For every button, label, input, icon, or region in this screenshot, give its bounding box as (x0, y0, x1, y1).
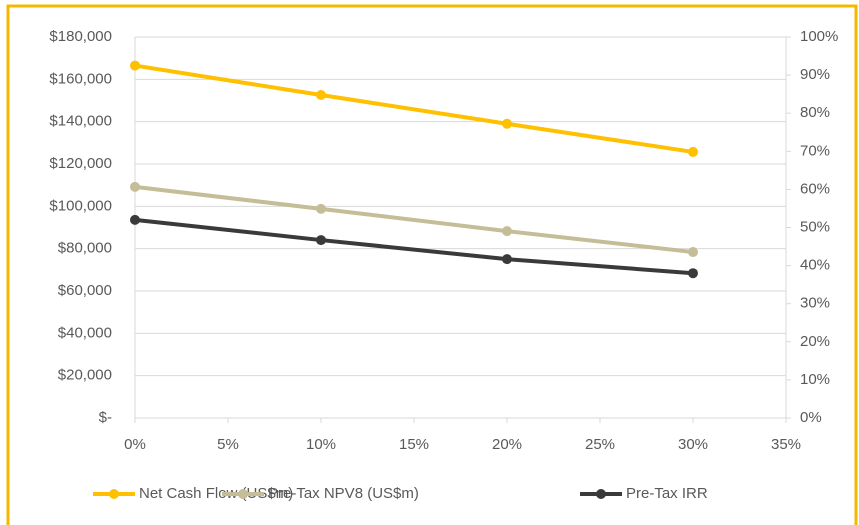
series-line (134, 63, 694, 154)
y2-tick-label: 10% (800, 371, 830, 388)
y-tick-label: $- (99, 409, 112, 426)
y-tick-label: $180,000 (49, 28, 112, 45)
chart-frame (6, 4, 858, 525)
series-line (134, 184, 694, 255)
legend-label: Net Cash Flow (US$m) (139, 485, 293, 502)
data-point (502, 254, 512, 265)
x-tick-label: 35% (771, 436, 801, 453)
y2-tick-label: 100% (800, 28, 838, 45)
legend-marker (596, 489, 606, 499)
y-tick-label: $100,000 (49, 197, 112, 214)
data-point (316, 89, 326, 100)
x-tick-label: 5% (217, 436, 239, 453)
x-tick-label: 15% (399, 436, 429, 453)
series-line (134, 217, 694, 276)
data-point (502, 226, 512, 237)
data-point (688, 146, 698, 157)
y-tick-label: $20,000 (58, 367, 112, 384)
y-tick-label: $140,000 (49, 113, 112, 130)
y-tick-label: $80,000 (58, 240, 112, 257)
data-point (688, 268, 698, 279)
y-tick-label: $120,000 (49, 155, 112, 172)
y2-tick-label: 0% (800, 409, 822, 426)
y2-tick-label: 30% (800, 295, 830, 312)
x-tick-label: 30% (678, 436, 708, 453)
data-point (316, 235, 326, 246)
y2-tick-label: 20% (800, 333, 830, 350)
legend-label: Pre-Tax NPV8 (US$m) (268, 485, 419, 502)
x-tick-label: 10% (306, 436, 336, 453)
y2-tick-label: 60% (800, 180, 830, 197)
y2-tick-label: 90% (800, 66, 830, 83)
x-tick-label: 20% (492, 436, 522, 453)
data-point (502, 118, 512, 129)
legend-marker (238, 489, 248, 499)
y-tick-label: $160,000 (49, 70, 112, 87)
data-point (130, 214, 140, 225)
x-tick-label: 25% (585, 436, 615, 453)
legend-label: Pre-Tax IRR (626, 485, 708, 502)
data-point (688, 247, 698, 258)
legend-marker (109, 489, 119, 499)
x-tick-label: 0% (124, 436, 146, 453)
y2-tick-label: 70% (800, 142, 830, 159)
y2-tick-label: 40% (800, 257, 830, 274)
y2-tick-label: 80% (800, 104, 830, 121)
data-point (130, 181, 140, 192)
y-tick-label: $60,000 (58, 282, 112, 299)
data-point (130, 60, 140, 71)
data-point (316, 203, 326, 214)
y2-tick-label: 50% (800, 218, 830, 235)
y-tick-label: $40,000 (58, 324, 112, 341)
